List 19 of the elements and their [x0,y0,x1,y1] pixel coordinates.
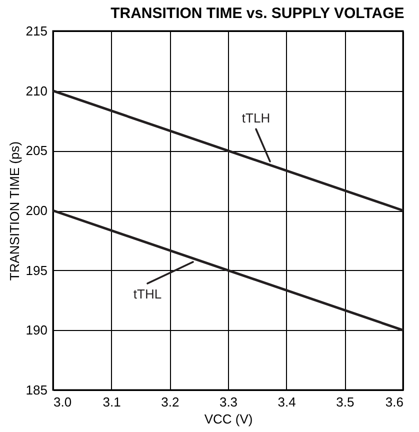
chart-title: TRANSITION TIME vs. SUPPLY VOLTAGE [110,5,404,22]
legend-label: tTHL [133,286,162,302]
x-tick-label: 3.6 [385,394,404,410]
y-tick-label: 210 [26,83,48,98]
y-tick-label: 185 [26,382,48,398]
x-tick-label: 3.2 [161,394,180,410]
y-axis-title: TRANSITION TIME (ps) [6,141,22,281]
y-tick-label: 215 [26,24,48,38]
x-tick-label: 3.4 [278,394,296,410]
y-tick-label: 205 [26,143,48,158]
y-tick-label: 200 [26,203,48,218]
x-tick-label: 3.0 [54,394,72,410]
text: tTLH [242,110,270,126]
x-tick-label: 3.3 [219,394,238,410]
x-axis-title: VCC (V) [204,412,253,426]
y-tick-label: 195 [26,262,48,278]
y-tick-label: 190 [26,322,48,338]
x-tick-label: 3.5 [336,394,354,410]
x-tick-label: 3.1 [102,394,121,410]
